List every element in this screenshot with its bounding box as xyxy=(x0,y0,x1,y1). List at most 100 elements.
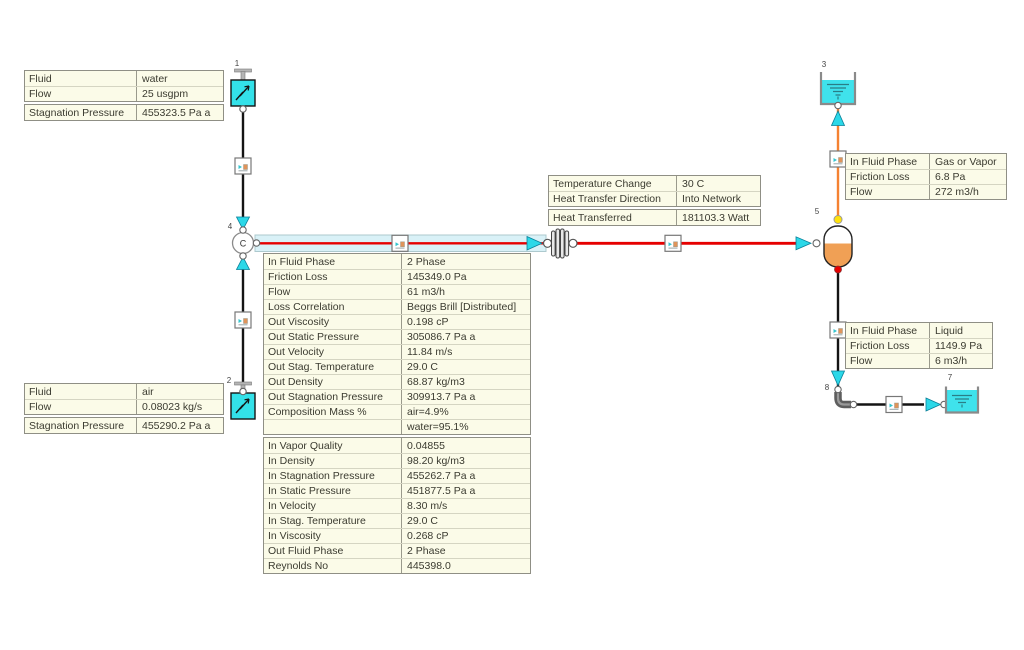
liquid-outlet-connector xyxy=(834,265,842,274)
inline-node[interactable] xyxy=(885,395,903,414)
row-label: Out Stag. Temperature xyxy=(264,360,402,374)
row-label: Flow xyxy=(25,400,137,414)
flow-arrow-up-icon xyxy=(830,110,846,126)
row-value: 0.268 cP xyxy=(407,530,449,542)
air-source-results-table[interactable]: Fluid air Flow 0.08023 kg/s Stagnation Press… xyxy=(24,383,224,436)
row-value: 25 usgpm xyxy=(142,88,189,100)
row-value: 455262.7 Pa a xyxy=(407,470,476,482)
liquid-line-results-table[interactable]: In Fluid Phase Liquid Friction Loss 1149.9 … xyxy=(845,322,993,371)
row-label: Heat Transfer Direction xyxy=(549,192,677,206)
row-label: Flow xyxy=(846,354,930,368)
inline-node[interactable] xyxy=(664,234,682,252)
table-row: Flow 6 m3/h xyxy=(846,353,992,368)
flow-arrow-right-icon xyxy=(925,397,942,412)
node-label: 2 xyxy=(227,376,232,385)
table-row: Out Stagnation Pressure 309913.7 Pa a xyxy=(264,389,530,404)
table-row: Loss Correlation Beggs Brill [Distributed… xyxy=(264,299,530,314)
row-value: 445398.0 xyxy=(407,560,451,572)
row-value: 1149.9 Pa xyxy=(935,340,983,352)
liquid-outlet-tank[interactable] xyxy=(944,386,980,414)
row-label: In Fluid Phase xyxy=(264,254,402,269)
table-row: Reynolds No 445398.0 xyxy=(264,558,530,573)
table-block: Fluid water Flow 25 usgpm xyxy=(24,70,224,102)
row-value: 455323.5 Pa a xyxy=(142,106,211,119)
flow-arrow-down-icon xyxy=(830,370,846,387)
air-source-pump[interactable] xyxy=(230,381,256,420)
table-row: In Viscosity 0.268 cP xyxy=(264,528,530,543)
flow-arrow-down-icon xyxy=(235,216,251,231)
mixer-node[interactable]: C xyxy=(231,226,261,260)
row-label: Out Stagnation Pressure xyxy=(264,390,402,404)
row-value: 181103.3 Watt xyxy=(682,211,750,224)
gas-line-results-table[interactable]: In Fluid Phase Gas or Vapor Friction Loss 6… xyxy=(845,153,1007,202)
row-label: Temperature Change xyxy=(549,176,677,191)
table-row: Out Static Pressure 305086.7 Pa a xyxy=(264,329,530,344)
row-label: Out Fluid Phase xyxy=(264,544,402,558)
table-row: Heat Transferred 181103.3 Watt xyxy=(549,210,760,225)
flow-arrow-up-icon xyxy=(235,256,251,270)
table-block: Fluid air Flow 0.08023 kg/s xyxy=(24,383,224,415)
table-row: Friction Loss 1149.9 Pa xyxy=(846,338,992,353)
row-value: air xyxy=(142,385,154,398)
table-row: Friction Loss 6.8 Pa xyxy=(846,169,1006,184)
row-value: 0.04855 xyxy=(407,439,445,452)
row-value: 272 m3/h xyxy=(935,186,979,198)
pipe-results-table[interactable]: In Fluid Phase 2 Phase Friction Loss 145349… xyxy=(263,253,531,576)
inline-node[interactable] xyxy=(234,157,252,175)
row-label xyxy=(264,420,402,434)
row-value: Liquid xyxy=(935,324,964,337)
row-value: 68.87 kg/m3 xyxy=(407,376,465,388)
table-row: Heat Transfer Direction Into Network xyxy=(549,191,760,206)
table-row: Friction Loss 145349.0 Pa xyxy=(264,269,530,284)
row-label: In Fluid Phase xyxy=(846,154,930,169)
row-value: water xyxy=(142,72,168,85)
row-label: Stagnation Pressure xyxy=(25,105,137,120)
row-label: Fluid xyxy=(25,71,137,86)
inline-node[interactable] xyxy=(829,150,847,168)
heat-exchanger[interactable] xyxy=(542,228,578,259)
row-value: 451877.5 Pa a xyxy=(407,485,476,497)
row-label: In Viscosity xyxy=(264,529,402,543)
table-row: Stagnation Pressure 455323.5 Pa a xyxy=(25,105,223,120)
row-value: 309913.7 Pa a xyxy=(407,391,476,403)
row-value: 61 m3/h xyxy=(407,286,445,298)
inline-node[interactable] xyxy=(829,321,847,339)
row-label: In Fluid Phase xyxy=(846,323,930,338)
row-label: Flow xyxy=(264,285,402,299)
table-row: Flow 25 usgpm xyxy=(25,86,223,101)
row-label: In Stagnation Pressure xyxy=(264,469,402,483)
table-row: Flow 272 m3/h xyxy=(846,184,1006,199)
flow-arrow-right-icon xyxy=(795,236,813,251)
table-row: water=95.1% xyxy=(264,419,530,434)
inline-node[interactable] xyxy=(391,234,409,252)
node-label: 4 xyxy=(228,222,233,231)
table-row: Out Density 68.87 kg/m3 xyxy=(264,374,530,389)
table-block: In Fluid Phase Gas or Vapor Friction Loss 6… xyxy=(845,153,1007,200)
gas-outlet-tank[interactable] xyxy=(819,72,857,110)
inline-node[interactable] xyxy=(234,311,252,329)
heat-transfer-table[interactable]: Temperature Change 30 C Heat Transfer Dire… xyxy=(548,175,761,228)
flow-arrow-right-icon xyxy=(526,235,543,251)
table-row: In Fluid Phase 2 Phase xyxy=(264,254,530,269)
table-block: Temperature Change 30 C Heat Transfer Dire… xyxy=(548,175,761,207)
row-label: Flow xyxy=(846,185,930,199)
row-label: Friction Loss xyxy=(264,270,402,284)
row-value: Gas or Vapor xyxy=(935,155,997,168)
water-source-results-table[interactable]: Fluid water Flow 25 usgpm Stagnation Pressur… xyxy=(24,70,224,123)
row-label: In Static Pressure xyxy=(264,484,402,498)
water-source-pump[interactable] xyxy=(230,68,256,113)
row-value: 2 Phase xyxy=(407,545,446,557)
table-row: Out Stag. Temperature 29.0 C xyxy=(264,359,530,374)
elbow-bend[interactable] xyxy=(834,385,858,409)
table-row: Out Fluid Phase 2 Phase xyxy=(264,543,530,558)
row-value: Beggs Brill [Distributed] xyxy=(407,301,517,313)
row-label: In Velocity xyxy=(264,499,402,513)
row-value: 0.198 cP xyxy=(407,316,449,328)
row-label: Out Density xyxy=(264,375,402,389)
row-value: air=4.9% xyxy=(407,406,449,418)
row-value: 29.0 C xyxy=(407,515,438,527)
separator-vessel[interactable] xyxy=(823,215,853,274)
table-block: In Vapor Quality 0.04855 In Density 98.20 k… xyxy=(263,437,531,574)
table-row: Out Viscosity 0.198 cP xyxy=(264,314,530,329)
